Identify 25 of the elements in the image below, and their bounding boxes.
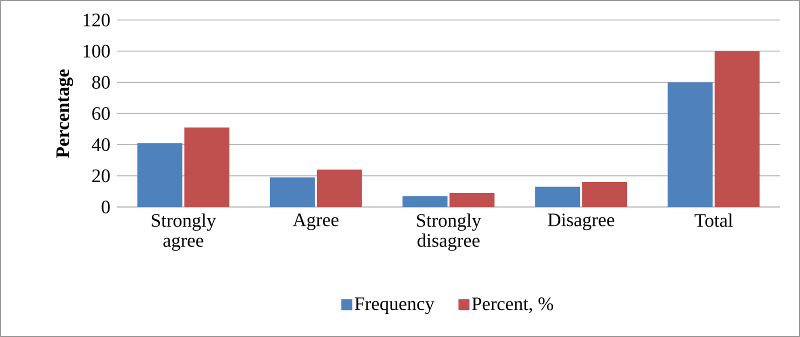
- x-tick-label: Agree: [292, 214, 338, 230]
- x-tick-label: Total: [694, 214, 733, 227]
- y-tick-label: 120: [84, 14, 110, 26]
- bar: [316, 170, 362, 207]
- y-tick-label: 40: [92, 138, 110, 152]
- y-axis-title: Percentage: [56, 69, 74, 158]
- y-tick-label: 0: [102, 200, 110, 214]
- x-tick-label: Disagree: [548, 214, 614, 230]
- bar: [402, 196, 448, 207]
- bar: [137, 143, 182, 207]
- x-tick-label: Strongly agree: [152, 214, 216, 251]
- y-tick-label: 100: [84, 44, 110, 58]
- y-tick-label: 80: [92, 76, 110, 89]
- y-tick-label: 20: [92, 169, 110, 182]
- bar: [270, 177, 315, 207]
- bar: [184, 128, 230, 207]
- bar: [582, 182, 628, 207]
- y-tick-label: 60: [92, 107, 110, 120]
- legend-label: Percent, %: [472, 297, 554, 313]
- legend-label: Frequency: [354, 298, 434, 314]
- bar: [535, 186, 580, 207]
- bar: [450, 192, 494, 207]
- x-tick-label: Strongly disagree: [417, 214, 482, 251]
- bar: [668, 82, 713, 207]
- bar: [714, 51, 760, 207]
